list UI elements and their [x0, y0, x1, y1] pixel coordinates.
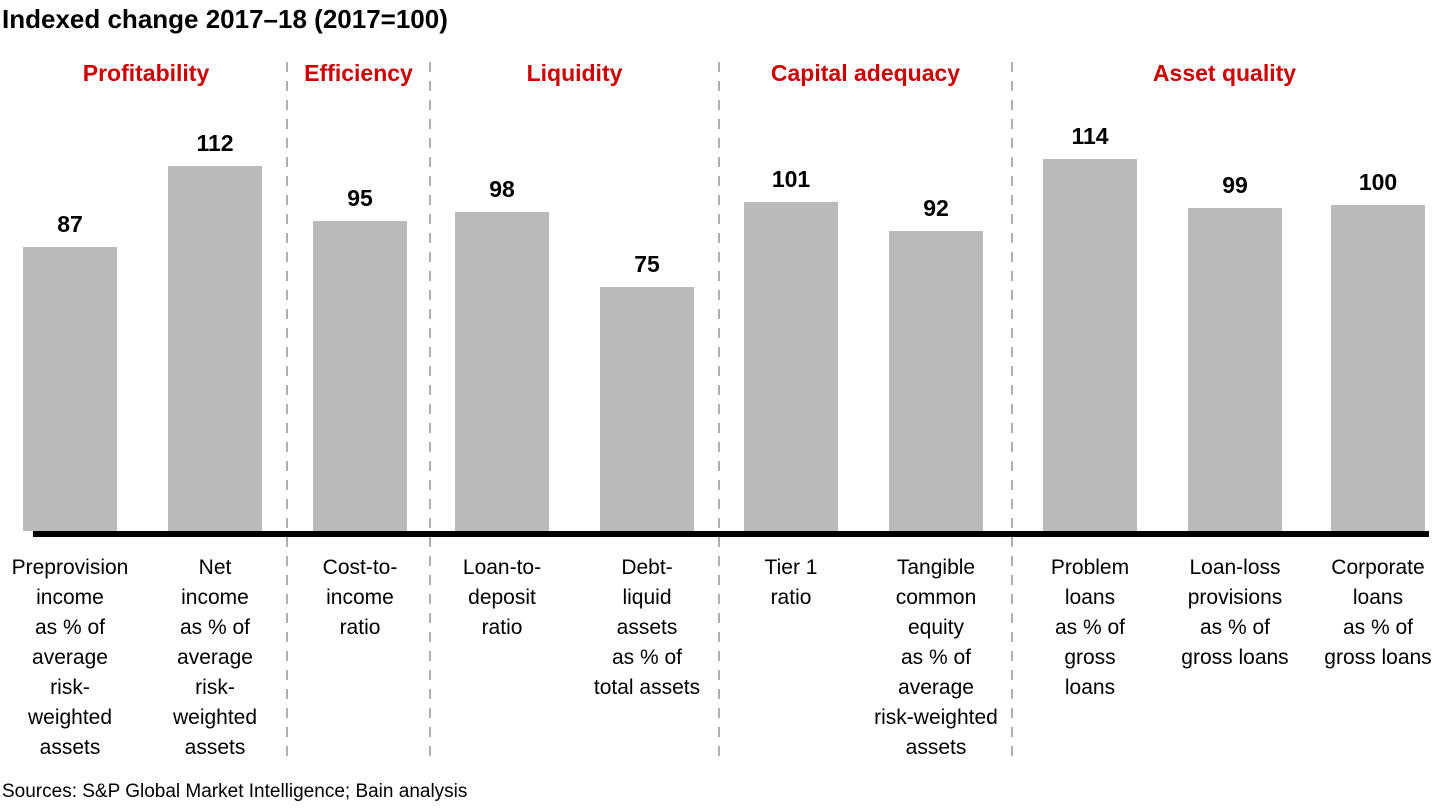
- bar-value-label: 92: [923, 195, 949, 221]
- bar-category-label: Corporate loans as % of gross loans: [1324, 556, 1432, 669]
- bar-category-label: Loan-loss provisions as % of gross loans: [1181, 556, 1289, 669]
- group-header: Efficiency: [304, 60, 413, 86]
- group-header: Liquidity: [526, 60, 623, 86]
- bar: [23, 247, 117, 531]
- group-divider: [286, 62, 288, 757]
- group-header: Profitability: [82, 60, 210, 86]
- bar-category-label: Problem loans as % of gross loans: [1050, 556, 1130, 699]
- bar-value-label: 114: [1071, 123, 1109, 149]
- bar-value-label: 99: [1222, 172, 1248, 198]
- bar-value-label: 95: [347, 185, 373, 211]
- bar: [1331, 205, 1425, 531]
- bar-category-label: Debt-liquid assets as % of total assets: [593, 556, 701, 699]
- bar: [600, 287, 694, 531]
- bar-value-label: 87: [57, 211, 83, 237]
- bar-value-label: 112: [196, 130, 234, 156]
- bar-category-label: Tangible common equity as % of average risk-w…: [874, 556, 998, 759]
- bar-category-label: Net income as % of average risk-weighted asse…: [172, 556, 258, 759]
- bar: [744, 202, 838, 531]
- bar: [455, 212, 549, 531]
- group-header: Asset quality: [1152, 60, 1297, 86]
- chart-title: Indexed change 2017–18 (2017=100): [2, 4, 448, 34]
- bar: [1188, 208, 1282, 531]
- group-divider: [718, 62, 720, 757]
- sources-note: Sources: S&P Global Market Intelligence;…: [2, 781, 468, 802]
- bar: [313, 221, 407, 531]
- bar-value-label: 75: [634, 251, 660, 277]
- bar-category-label: Loan-to-deposit ratio: [462, 556, 542, 639]
- bar-category-label: Preprovision income as % of average risk-wei…: [11, 556, 129, 759]
- bar-value-label: 101: [771, 166, 811, 192]
- bar-category-label: Tier 1 ratio: [764, 556, 818, 609]
- group-divider: [429, 62, 431, 757]
- bar-category-label: Cost-to-income ratio: [322, 556, 398, 639]
- x-axis-line: [33, 531, 1429, 537]
- bar: [889, 231, 983, 531]
- bar-value-label: 98: [489, 176, 515, 202]
- bar: [1043, 159, 1137, 531]
- group-divider: [1011, 62, 1013, 757]
- bar: [168, 166, 262, 531]
- group-header: Capital adequacy: [770, 60, 961, 86]
- bar-value-label: 100: [1358, 169, 1398, 195]
